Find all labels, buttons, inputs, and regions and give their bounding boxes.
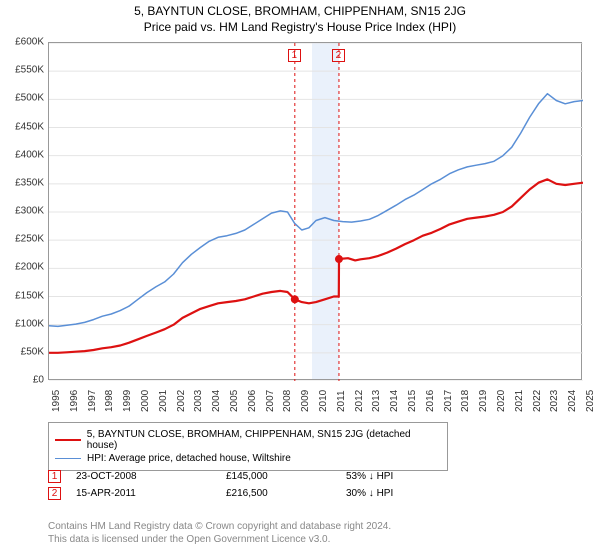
event-date: 23-OCT-2008 (76, 471, 226, 482)
legend-swatch-icon (55, 458, 81, 459)
x-tick-label: 2003 (193, 390, 204, 412)
titles-block: 5, BAYNTUN CLOSE, BROMHAM, CHIPPENHAM, S… (0, 0, 600, 34)
x-tick-label: 2007 (265, 390, 276, 412)
x-tick-label: 2019 (478, 390, 489, 412)
y-tick-label: £100K (15, 318, 44, 329)
x-tick-label: 1998 (104, 390, 115, 412)
series-subject_property (49, 179, 583, 352)
y-tick-label: £500K (15, 93, 44, 104)
y-axis-labels: £0£50K£100K£150K£200K£250K£300K£350K£400… (0, 42, 46, 380)
x-tick-label: 2011 (336, 390, 347, 412)
y-tick-label: £50K (21, 346, 44, 357)
x-tick-label: 2025 (585, 390, 596, 412)
x-tick-label: 2017 (443, 390, 454, 412)
event-marker-icon: 2 (48, 487, 61, 500)
y-tick-label: £0 (33, 375, 44, 386)
y-tick-label: £350K (15, 177, 44, 188)
chart-plot-area: 12 (48, 42, 582, 380)
event-delta: 30% ↓ HPI (346, 488, 456, 499)
y-tick-label: £150K (15, 290, 44, 301)
x-tick-label: 2015 (407, 390, 418, 412)
y-tick-label: £450K (15, 121, 44, 132)
chart-marker-2: 2 (332, 49, 345, 62)
footer-line-1: Contains HM Land Registry data © Crown c… (48, 520, 582, 533)
x-tick-label: 1997 (87, 390, 98, 412)
x-tick-label: 2010 (318, 390, 329, 412)
x-tick-label: 2024 (567, 390, 578, 412)
event-delta: 53% ↓ HPI (346, 471, 456, 482)
x-tick-label: 2009 (300, 390, 311, 412)
y-tick-label: £600K (15, 37, 44, 48)
legend-item-subject_property: 5, BAYNTUN CLOSE, BROMHAM, CHIPPENHAM, S… (55, 429, 441, 451)
event-price: £216,500 (226, 488, 346, 499)
series-hpi_wiltshire_detached (49, 94, 583, 327)
x-tick-label: 1996 (69, 390, 80, 412)
event-marker-icon: 1 (48, 470, 61, 483)
x-tick-label: 2002 (176, 390, 187, 412)
chart-legend: 5, BAYNTUN CLOSE, BROMHAM, CHIPPENHAM, S… (48, 422, 448, 471)
y-tick-label: £400K (15, 149, 44, 160)
chart-subtitle: Price paid vs. HM Land Registry's House … (0, 20, 600, 34)
events-table: 1 23-OCT-2008£145,00053% ↓ HPI 2 15-APR-201… (48, 466, 582, 504)
x-tick-label: 2000 (140, 390, 151, 412)
page-root: 5, BAYNTUN CLOSE, BROMHAM, CHIPPENHAM, S… (0, 0, 600, 560)
x-tick-label: 2023 (549, 390, 560, 412)
x-tick-label: 2006 (247, 390, 258, 412)
chart-marker-1: 1 (288, 49, 301, 62)
event-row: 2 15-APR-2011£216,50030% ↓ HPI (48, 487, 582, 500)
x-tick-label: 2018 (460, 390, 471, 412)
legend-label: 5, BAYNTUN CLOSE, BROMHAM, CHIPPENHAM, S… (87, 429, 441, 451)
event-date: 15-APR-2011 (76, 488, 226, 499)
legend-swatch-icon (55, 439, 81, 441)
x-tick-label: 1999 (122, 390, 133, 412)
event-price: £145,000 (226, 471, 346, 482)
x-tick-label: 2001 (158, 390, 169, 412)
legend-item-hpi_wiltshire_detached: HPI: Average price, detached house, Wilt… (55, 453, 441, 464)
x-tick-label: 2022 (532, 390, 543, 412)
footer-attribution: Contains HM Land Registry data © Crown c… (48, 520, 582, 546)
y-tick-label: £550K (15, 65, 44, 76)
legend-label: HPI: Average price, detached house, Wilt… (87, 453, 291, 464)
footer-line-2: This data is licensed under the Open Gov… (48, 533, 582, 546)
x-tick-label: 2016 (425, 390, 436, 412)
chart-title: 5, BAYNTUN CLOSE, BROMHAM, CHIPPENHAM, S… (0, 4, 600, 18)
x-tick-label: 2005 (229, 390, 240, 412)
x-tick-label: 2008 (282, 390, 293, 412)
x-tick-label: 2013 (371, 390, 382, 412)
x-tick-label: 2021 (514, 390, 525, 412)
x-tick-label: 2020 (496, 390, 507, 412)
y-tick-label: £300K (15, 206, 44, 217)
chart-svg (49, 43, 583, 381)
x-tick-label: 1995 (51, 390, 62, 412)
x-tick-label: 2012 (354, 390, 365, 412)
x-axis-labels: 1995 1996 1997 1998 1999 2000 2001 2002 2003 2004… (48, 382, 582, 420)
y-tick-label: £250K (15, 234, 44, 245)
x-tick-label: 2014 (389, 390, 400, 412)
event-row: 1 23-OCT-2008£145,00053% ↓ HPI (48, 470, 582, 483)
x-tick-label: 2004 (211, 390, 222, 412)
y-tick-label: £200K (15, 262, 44, 273)
